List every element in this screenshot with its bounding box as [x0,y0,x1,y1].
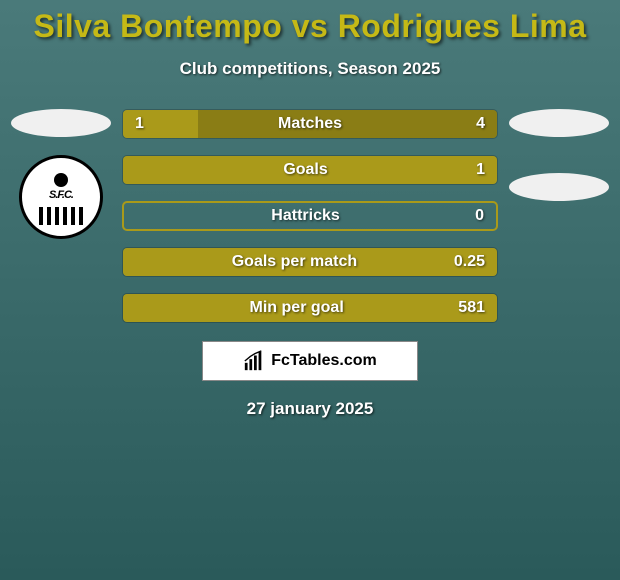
left-club-badge: S.F.C. [19,155,103,239]
date-text: 27 january 2025 [0,399,620,419]
chart-icon [243,350,265,372]
stat-bar: Goals 1 [122,155,498,185]
right-player-placeholder-1 [509,109,609,137]
stat-bar: 1 Matches 4 [122,109,498,139]
left-player-placeholder [11,109,111,137]
stat-label: Matches [278,115,342,133]
stat-label: Goals [283,161,327,179]
stat-bar: Min per goal 581 [122,293,498,323]
stat-bar: Goals per match 0.25 [122,247,498,277]
stat-value-right: 4 [476,115,485,133]
stat-value-right: 1 [476,161,485,179]
club-badge-text: S.F.C. [49,189,73,201]
subtitle: Club competitions, Season 2025 [0,59,620,79]
stats-bars: 1 Matches 4 Goals 1 Hattricks 0 Goals per match… [116,109,504,323]
stat-label: Goals per match [232,253,357,271]
stat-label: Min per goal [250,299,344,317]
stat-value-left: 1 [135,115,144,133]
right-player-col [504,109,614,201]
stat-value-right: 581 [458,299,485,317]
left-player-col: S.F.C. [6,109,116,239]
brand-attribution: FcTables.com [202,341,418,381]
stat-value-right: 0 [475,207,484,225]
club-badge-graphic: S.F.C. [31,167,91,227]
page-title: Silva Bontempo vs Rodrigues Lima [0,0,620,45]
club-badge-stripes [39,207,83,225]
comparison-row: S.F.C. 1 Matches 4 Goals 1 Hattricks 0 Goals pe… [0,109,620,323]
brand-text: FcTables.com [271,352,377,370]
right-player-placeholder-2 [509,173,609,201]
bar-fill-right [198,110,497,138]
stat-value-right: 0.25 [454,253,485,271]
stat-bar: Hattricks 0 [122,201,498,231]
stat-label: Hattricks [271,207,339,225]
